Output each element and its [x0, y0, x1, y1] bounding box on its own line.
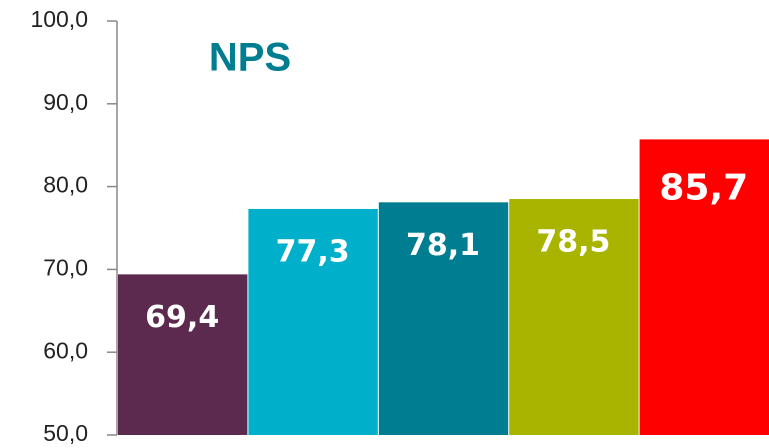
bar: [509, 199, 639, 435]
data-label: 85,7: [659, 167, 748, 208]
y-tick-label: 90,0: [43, 89, 88, 115]
y-tick-label: 50,0: [43, 420, 88, 446]
data-label: 77,3: [276, 234, 350, 269]
bar: [639, 139, 769, 436]
data-label: 78,5: [536, 225, 610, 260]
bar: [248, 208, 378, 435]
y-tick-label: 100,0: [30, 6, 88, 32]
data-label: 69,4: [145, 300, 219, 335]
y-tick-label: 60,0: [43, 337, 88, 363]
chart-title: NPS: [209, 36, 291, 80]
bar: [118, 274, 248, 435]
data-label: 78,1: [406, 228, 480, 263]
y-tick-label: 70,0: [43, 254, 88, 280]
y-tick-label: 80,0: [43, 172, 88, 198]
bar: [378, 202, 509, 435]
